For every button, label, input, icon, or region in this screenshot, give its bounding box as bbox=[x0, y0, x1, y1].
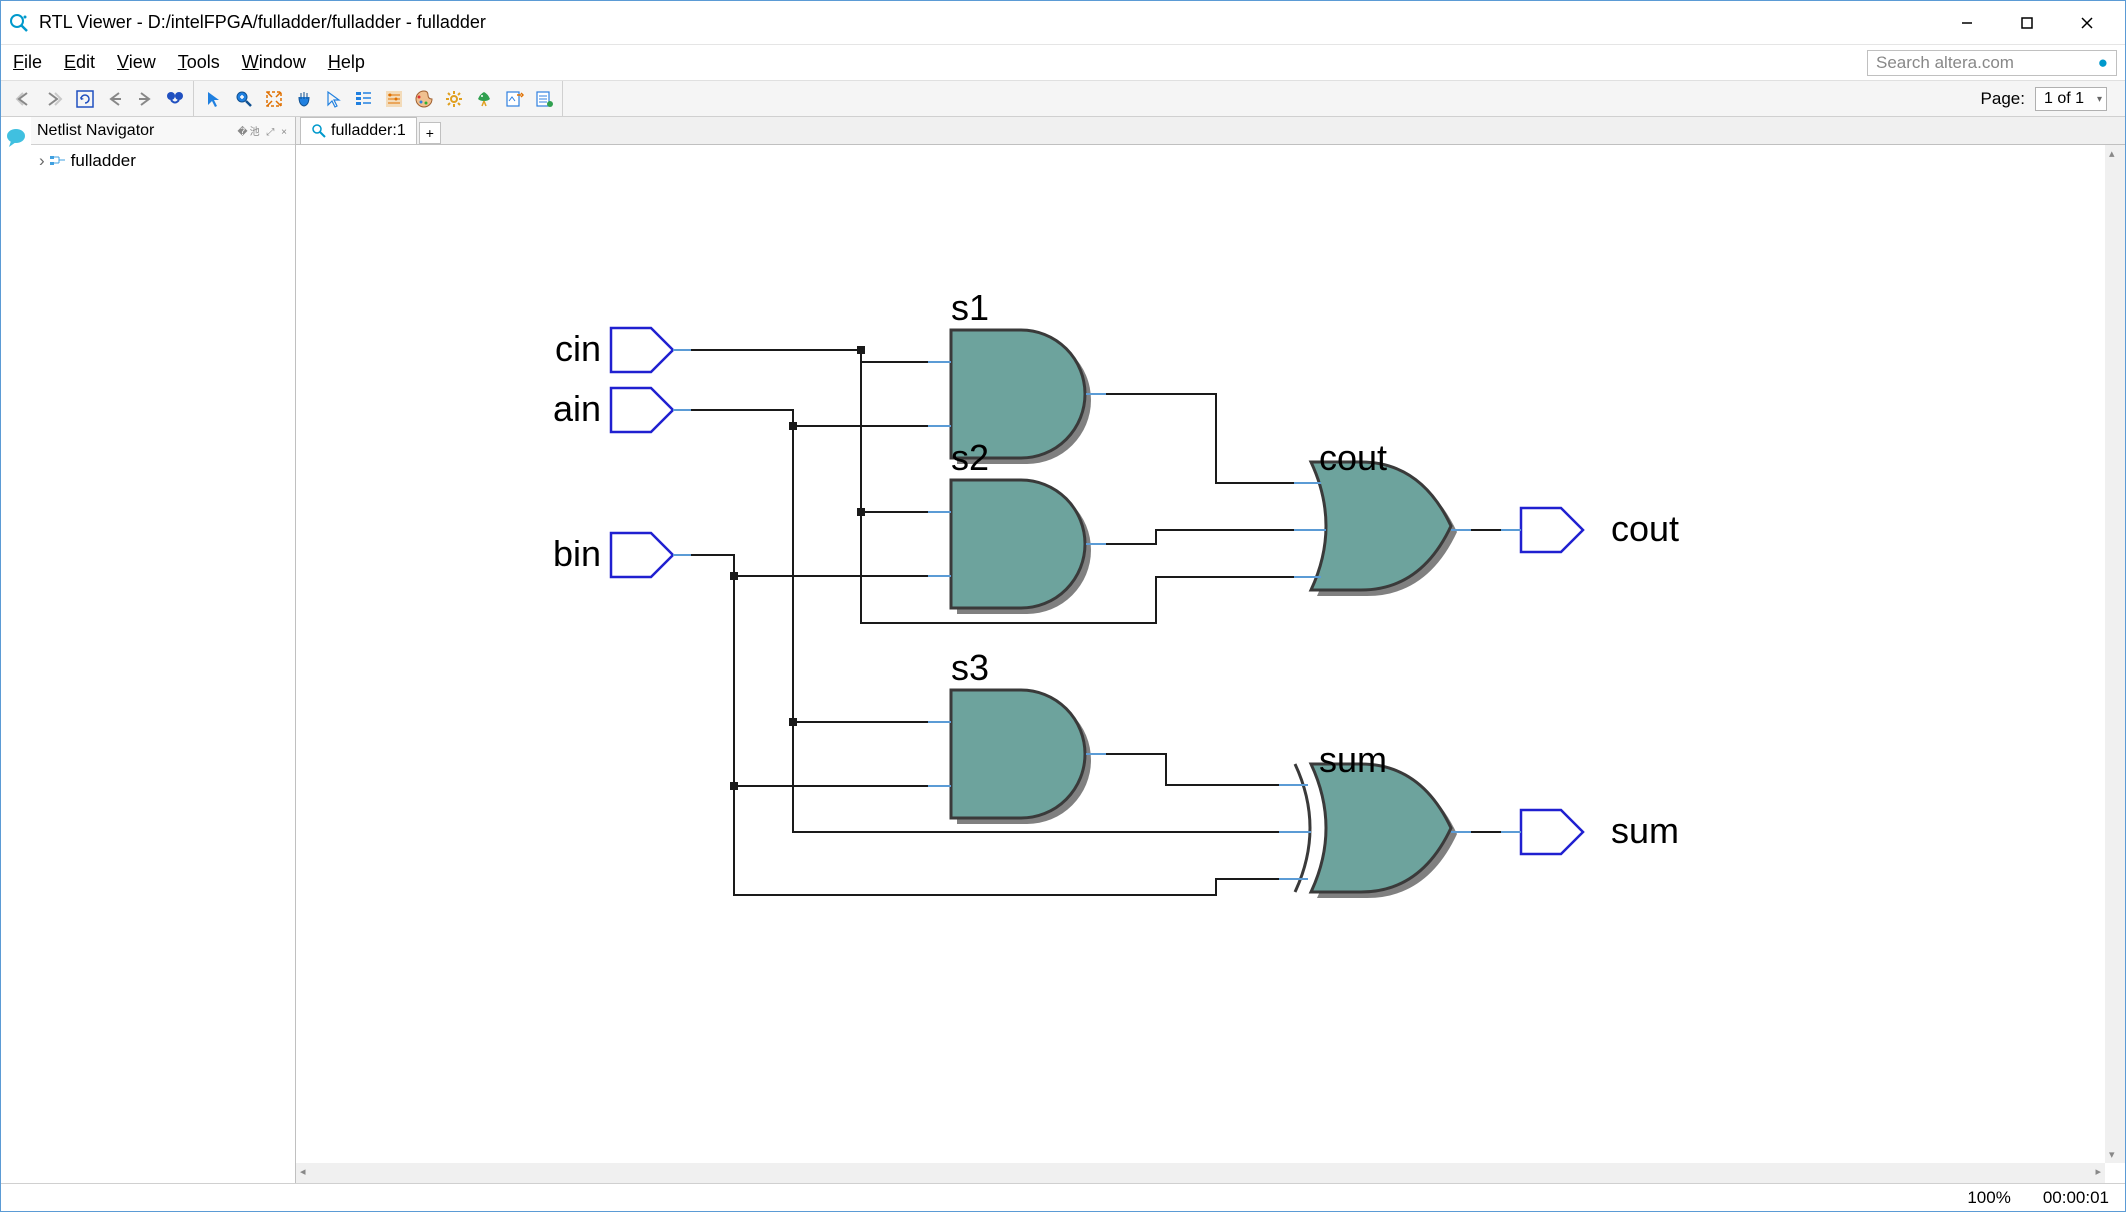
content-area: Netlist Navigator �池 ⤢ × › fulladder ful… bbox=[1, 117, 2125, 1183]
gate-s3[interactable] bbox=[951, 690, 1091, 824]
window-title: RTL Viewer - D:/intelFPGA/fulladder/full… bbox=[39, 12, 1937, 33]
pan-tool-button[interactable] bbox=[290, 85, 318, 113]
netlist-options-button[interactable] bbox=[380, 85, 408, 113]
label-cin: cin bbox=[555, 328, 601, 369]
tree-root-label: fulladder bbox=[71, 151, 136, 171]
find-button[interactable] bbox=[161, 85, 189, 113]
title-bar: RTL Viewer - D:/intelFPGA/fulladder/full… bbox=[1, 1, 2125, 45]
menu-help[interactable]: Help bbox=[324, 50, 369, 75]
back-arrow-button[interactable] bbox=[101, 85, 129, 113]
schematic-svg: cin ain bin s1 s2 s3 cout sum bbox=[296, 145, 2106, 1183]
port-cin[interactable] bbox=[611, 328, 673, 372]
search-input[interactable]: Search altera.com ● bbox=[1867, 50, 2117, 76]
label-sum-out: sum bbox=[1611, 810, 1679, 851]
refresh-button[interactable] bbox=[71, 85, 99, 113]
search-indicator-icon: ● bbox=[2098, 53, 2108, 73]
port-cout[interactable] bbox=[1521, 508, 1583, 552]
color-palette-button[interactable] bbox=[410, 85, 438, 113]
nav-back-button[interactable] bbox=[11, 85, 39, 113]
gate-s2[interactable] bbox=[951, 480, 1091, 614]
new-tab-button[interactable]: + bbox=[419, 122, 441, 144]
horizontal-scrollbar[interactable] bbox=[296, 1163, 2105, 1183]
hint-bubble-icon[interactable] bbox=[1, 117, 31, 1183]
page-label: Page: bbox=[1981, 89, 2025, 109]
forward-arrow-button[interactable] bbox=[131, 85, 159, 113]
page-info: Page: 1 of 1 bbox=[1981, 87, 2119, 111]
menu-edit[interactable]: Edit bbox=[60, 50, 99, 75]
zoom-tool-button[interactable] bbox=[230, 85, 258, 113]
status-zoom: 100% bbox=[1967, 1188, 2010, 1208]
hierarchy-list-button[interactable] bbox=[350, 85, 378, 113]
gate-label-s2: s2 bbox=[951, 437, 989, 478]
window-controls bbox=[1937, 3, 2117, 43]
gate-label-sum: sum bbox=[1319, 739, 1387, 780]
settings-gear-button[interactable] bbox=[440, 85, 468, 113]
gate-cout[interactable] bbox=[1311, 462, 1457, 596]
app-window: RTL Viewer - D:/intelFPGA/fulladder/full… bbox=[0, 0, 2126, 1212]
label-cout-out: cout bbox=[1611, 508, 1679, 549]
export-image-button[interactable] bbox=[500, 85, 528, 113]
app-icon bbox=[9, 13, 29, 33]
tree-root-row[interactable]: › fulladder bbox=[39, 151, 287, 171]
sidebar-header-buttons[interactable]: �池 ⤢ × bbox=[237, 123, 289, 138]
menu-tools[interactable]: Tools bbox=[174, 50, 224, 75]
module-icon bbox=[49, 154, 67, 168]
main-area: fulladder:1 + bbox=[296, 117, 2125, 1183]
sidebar-header: Netlist Navigator �池 ⤢ × bbox=[31, 117, 295, 145]
search-placeholder: Search altera.com bbox=[1876, 53, 2014, 73]
select-cursor-button[interactable] bbox=[320, 85, 348, 113]
netlist-tree[interactable]: › fulladder bbox=[31, 145, 295, 177]
vertical-scrollbar[interactable] bbox=[2105, 145, 2125, 1163]
tab-fulladder[interactable]: fulladder:1 bbox=[300, 117, 417, 144]
menu-view[interactable]: View bbox=[113, 50, 160, 75]
gate-label-cout: cout bbox=[1319, 437, 1387, 478]
menu-window[interactable]: Window bbox=[238, 50, 310, 75]
nav-forward-button[interactable] bbox=[41, 85, 69, 113]
magnifier-icon bbox=[311, 123, 327, 139]
export-data-button[interactable] bbox=[530, 85, 558, 113]
selection-tool-button[interactable] bbox=[200, 85, 228, 113]
page-select[interactable]: 1 of 1 bbox=[2035, 87, 2107, 111]
port-sum[interactable] bbox=[1521, 810, 1583, 854]
menu-file[interactable]: File bbox=[9, 50, 46, 75]
label-ain: ain bbox=[553, 388, 601, 429]
schematic-canvas[interactable]: cin ain bin s1 s2 s3 cout sum bbox=[296, 145, 2125, 1183]
gate-label-s3: s3 bbox=[951, 647, 989, 688]
toolbar: Page: 1 of 1 bbox=[1, 81, 2125, 117]
label-bin: bin bbox=[553, 533, 601, 574]
tab-label: fulladder:1 bbox=[331, 122, 406, 140]
minimize-button[interactable] bbox=[1937, 3, 1997, 43]
gate-label-s1: s1 bbox=[951, 287, 989, 328]
sidebar-title: Netlist Navigator bbox=[37, 122, 154, 140]
port-bin[interactable] bbox=[611, 533, 673, 577]
expand-icon[interactable]: › bbox=[39, 151, 45, 171]
netlist-navigator-panel: Netlist Navigator �池 ⤢ × › fulladder bbox=[31, 117, 296, 1183]
maximize-button[interactable] bbox=[1997, 3, 2057, 43]
bird-view-button[interactable] bbox=[470, 85, 498, 113]
tab-bar: fulladder:1 + bbox=[296, 117, 2125, 145]
port-ain[interactable] bbox=[611, 388, 673, 432]
status-bar: 100% 00:00:01 bbox=[1, 1183, 2125, 1211]
menu-bar: File Edit View Tools Window Help Search … bbox=[1, 45, 2125, 81]
status-time: 00:00:01 bbox=[2043, 1188, 2109, 1208]
gate-sum[interactable] bbox=[1295, 764, 1457, 898]
close-button[interactable] bbox=[2057, 3, 2117, 43]
zoom-fit-button[interactable] bbox=[260, 85, 288, 113]
